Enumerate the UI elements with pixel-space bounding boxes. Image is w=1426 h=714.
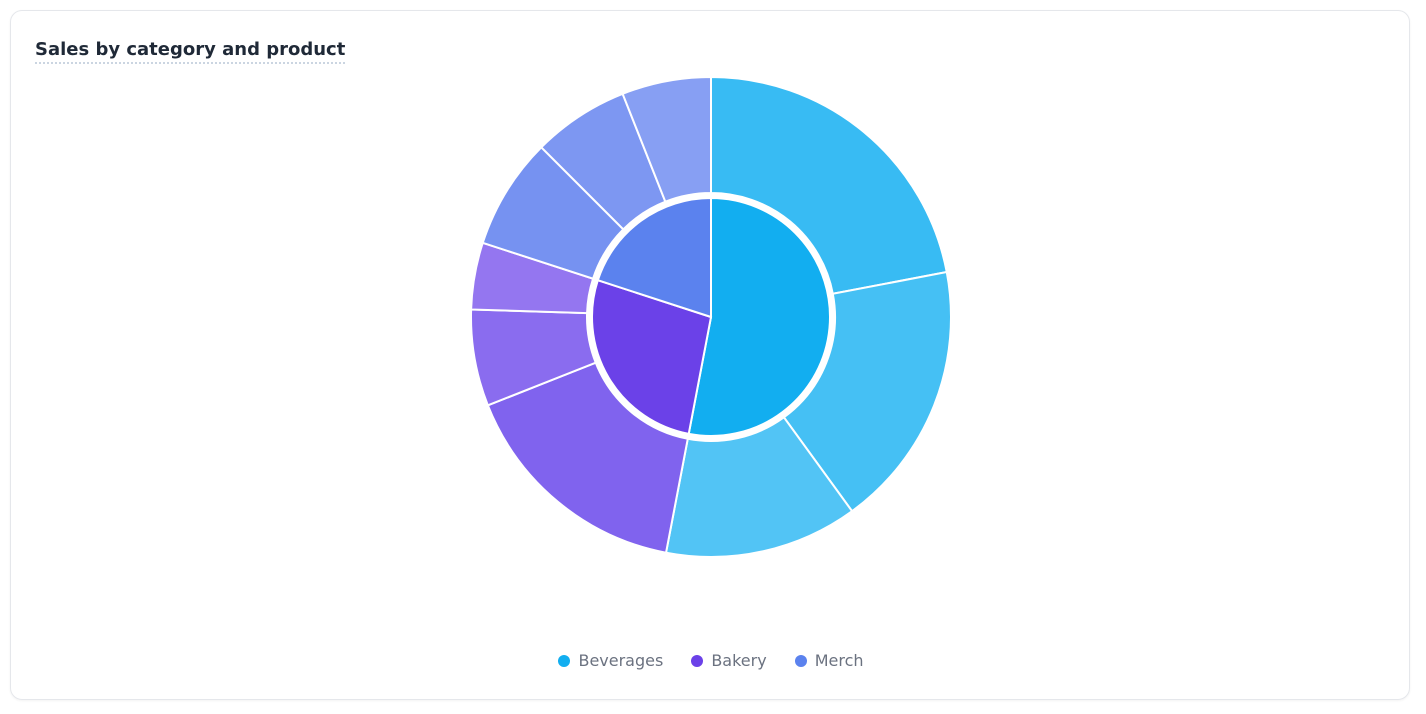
outer-segment bbox=[664, 415, 854, 558]
chart bbox=[470, 75, 952, 558]
legend-item[interactable]: Beverages bbox=[558, 651, 663, 670]
legend: Beverages Bakery Merch bbox=[11, 651, 1411, 670]
inner-segment bbox=[596, 196, 712, 319]
legend-swatch bbox=[558, 655, 571, 667]
legend-item[interactable]: Merch bbox=[794, 651, 864, 670]
legend-swatch bbox=[794, 655, 807, 667]
outer-segment bbox=[710, 75, 948, 295]
legend-item[interactable]: Bakery bbox=[691, 651, 767, 670]
inner-segment bbox=[687, 196, 831, 437]
outer-segment bbox=[621, 75, 712, 204]
legend-label: Beverages bbox=[578, 651, 664, 670]
card: Sales by category and product Beverages B… bbox=[10, 10, 1410, 700]
legend-label: Bakery bbox=[711, 651, 767, 670]
chart-title: Sales by category and product bbox=[35, 39, 346, 64]
outer-segment bbox=[486, 361, 689, 554]
legend-swatch bbox=[691, 655, 704, 667]
inner-segment bbox=[591, 278, 713, 436]
outer-segment bbox=[782, 270, 952, 513]
legend-label: Merch bbox=[814, 651, 864, 670]
